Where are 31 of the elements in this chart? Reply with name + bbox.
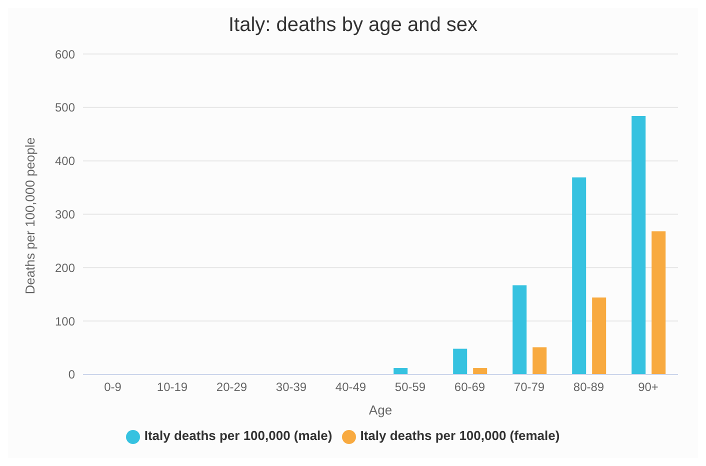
x-tick-label: 10-19 <box>156 380 188 394</box>
x-tick-label: 30-39 <box>276 380 307 394</box>
y-tick-label: 0 <box>68 368 76 382</box>
x-tick-label: 0-9 <box>104 380 122 394</box>
y-tick-label: 400 <box>54 154 76 168</box>
y-tick-label: 100 <box>54 314 76 328</box>
chart-title: Italy: deaths by age and sex <box>227 13 479 38</box>
y-tick-label: 500 <box>54 100 76 115</box>
bar <box>512 285 527 374</box>
bar <box>394 368 408 374</box>
x-tick-label: 50-59 <box>394 380 426 394</box>
y-tick-label: 300 <box>54 207 76 222</box>
x-tick-label: 20-29 <box>216 380 248 394</box>
x-tick-label: 70-79 <box>514 380 545 394</box>
bar <box>453 348 468 374</box>
x-tick-label: 80-89 <box>573 380 604 394</box>
y-tick-label: 200 <box>54 260 76 275</box>
legend-label: Italy deaths per 100,000 (male) <box>144 428 332 444</box>
bar <box>572 177 586 374</box>
y-tick-label: 600 <box>54 47 76 62</box>
x-axis-title: Age <box>368 402 392 418</box>
bar <box>632 116 646 374</box>
x-tick-label: 60-69 <box>454 380 486 394</box>
bar <box>532 347 547 374</box>
x-tick-label: 40-49 <box>335 380 366 394</box>
legend-label: Italy deaths per 100,000 (female) <box>360 428 560 444</box>
bar <box>592 298 606 374</box>
bar <box>652 231 666 374</box>
y-axis-title: Deaths per 100,000 people <box>22 137 38 294</box>
x-tick-label: 90+ <box>638 380 658 394</box>
bar <box>473 368 488 374</box>
